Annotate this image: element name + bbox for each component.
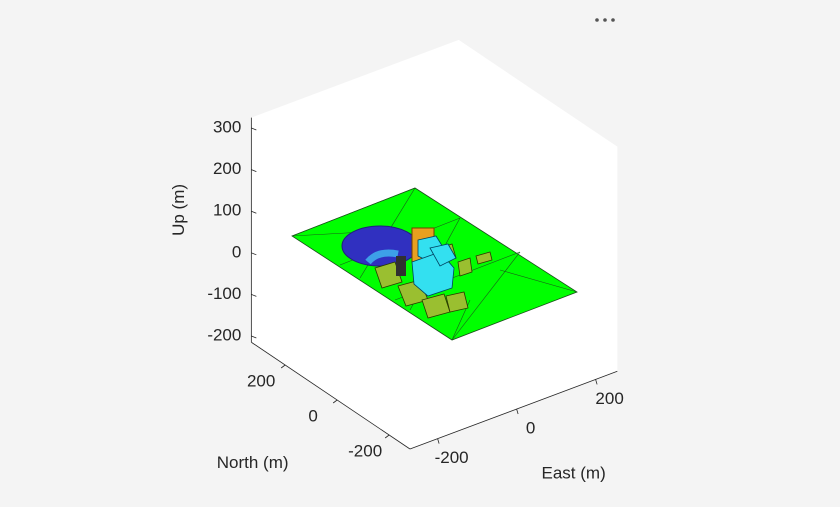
- y-tick: [384, 434, 390, 439]
- axes: -200 0 200 -200 0 200 -200 -100 0 100 200 300 East (…: [169, 117, 624, 482]
- z-tick: [251, 127, 257, 131]
- x-tick: [516, 408, 519, 415]
- z-tick: [251, 169, 257, 172]
- z-axis-label: Up (m): [169, 184, 188, 236]
- z-tick: [251, 210, 257, 214]
- buildings-tall: [411, 235, 457, 297]
- x-tick: [437, 438, 440, 444]
- y-axis-label: North (m): [217, 453, 289, 472]
- y-tick-label: 200: [247, 371, 275, 390]
- x-tick-label: 0: [526, 419, 535, 438]
- z-tick-label: 100: [213, 201, 241, 220]
- z-tick-label: 200: [213, 159, 241, 178]
- y-tick: [280, 364, 286, 369]
- dome: [341, 225, 419, 267]
- y-tick: [332, 399, 338, 404]
- z-tick-label: 300: [213, 117, 241, 136]
- z-tick-label: -100: [207, 284, 241, 303]
- z-tick: [251, 294, 257, 297]
- x-axis-label: East (m): [542, 464, 606, 483]
- scene: [291, 187, 578, 341]
- x-tick-label: 200: [595, 389, 623, 408]
- tower: [396, 256, 406, 276]
- z-tick: [251, 252, 257, 256]
- x-tick-label: -200: [435, 448, 469, 467]
- y-tick-label: -200: [348, 441, 382, 460]
- arc: [365, 249, 399, 265]
- z-tick-label: 0: [232, 242, 241, 261]
- menu-icon[interactable]: [595, 18, 615, 22]
- x-axis-line: [409, 370, 618, 450]
- z-tick-label: -200: [207, 325, 241, 344]
- y-axis-line: [251, 341, 411, 450]
- z-tick: [251, 335, 257, 339]
- y-tick-label: 0: [308, 406, 317, 425]
- x-tick: [595, 379, 598, 385]
